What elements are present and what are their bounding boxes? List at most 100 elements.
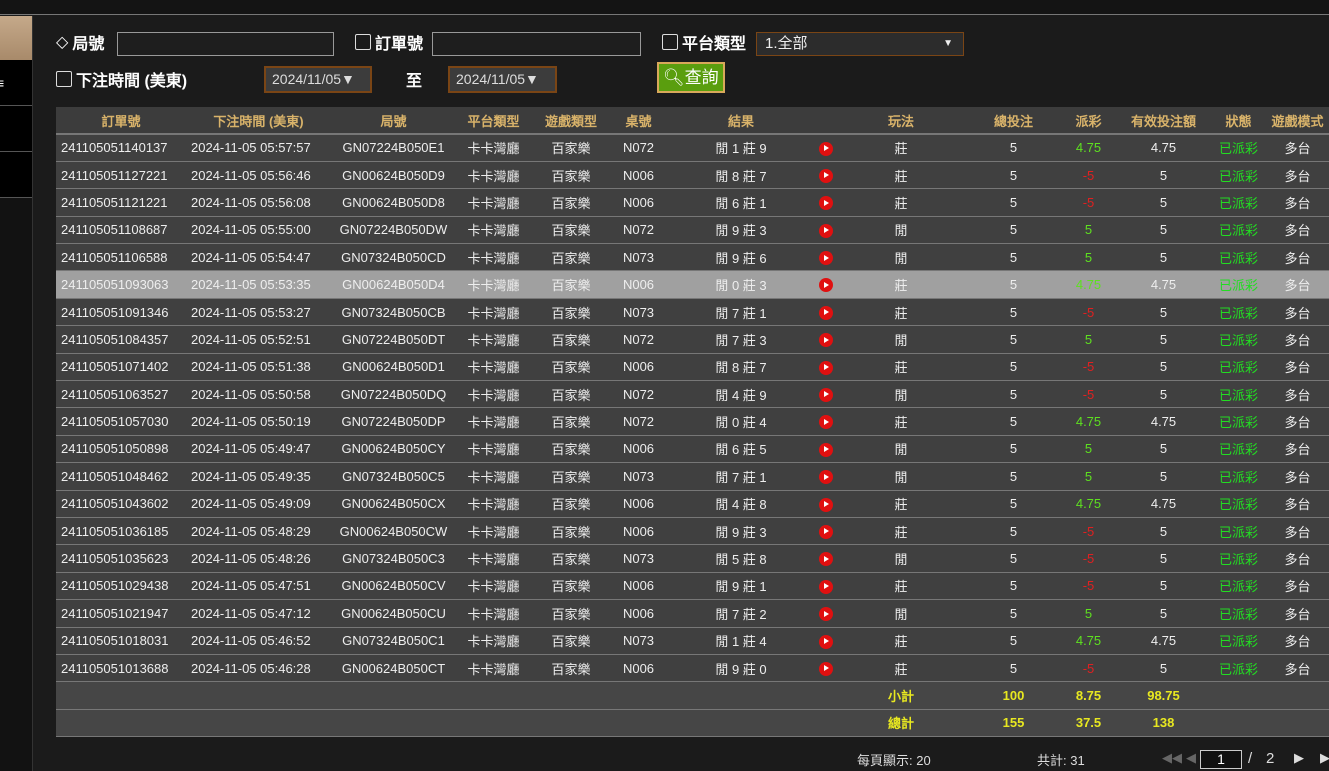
table-row[interactable]: 241105051127221 2024-11-05 05:56:46 GN0062… — [56, 161, 1329, 190]
table-row[interactable]: 241105051093063 2024-11-05 05:53:35 GN0062… — [56, 270, 1329, 299]
replay-cell — [816, 270, 836, 299]
cell-table-no: N006 — [611, 654, 666, 683]
cell-game-mode: 多台 — [1266, 380, 1329, 409]
cell-order-no: 241105051108687 — [56, 216, 186, 245]
play-video-icon[interactable] — [819, 305, 833, 320]
table-row[interactable]: 241105051036185 2024-11-05 05:48:29 GN0062… — [56, 517, 1329, 546]
next-page-icon[interactable]: ▶ — [1294, 750, 1304, 765]
last-page-icon[interactable]: ▶▶ — [1320, 750, 1329, 765]
play-video-icon[interactable] — [819, 141, 833, 156]
game-no-input[interactable] — [117, 32, 334, 56]
replay-cell — [816, 298, 836, 327]
play-video-icon[interactable] — [819, 168, 833, 183]
server-icon — [662, 34, 678, 50]
play-video-icon[interactable] — [819, 196, 833, 211]
cell-play-type: 閒 — [836, 462, 966, 491]
table-row[interactable]: 241105051063527 2024-11-05 05:50:58 GN0722… — [56, 380, 1329, 409]
table-row[interactable]: 241105051035623 2024-11-05 05:48:26 GN0732… — [56, 544, 1329, 573]
cell-table-no: N073 — [611, 298, 666, 327]
play-video-icon[interactable] — [819, 579, 833, 594]
table-row[interactable]: 241105051108687 2024-11-05 05:55:00 GN0722… — [56, 216, 1329, 245]
table-row[interactable]: 241105051043602 2024-11-05 05:49:09 GN0062… — [56, 490, 1329, 518]
cell-table-no: N072 — [611, 380, 666, 409]
cell-game-no: GN07324B050C3 — [331, 544, 456, 573]
sidebar-item-active[interactable] — [0, 16, 32, 60]
cell-valid-bet: 5 — [1116, 243, 1211, 272]
table-row[interactable]: 241105051071402 2024-11-05 05:51:38 GN0062… — [56, 353, 1329, 382]
order-no-input[interactable] — [432, 32, 641, 56]
first-page-icon[interactable]: ◀◀ — [1162, 750, 1182, 765]
cell-status: 已派彩 — [1211, 407, 1266, 436]
play-video-icon[interactable] — [819, 497, 833, 512]
cell-game-mode: 多台 — [1266, 353, 1329, 382]
cell-game-type: 百家樂 — [531, 325, 611, 354]
table-row[interactable]: 241105051029438 2024-11-05 05:47:51 GN0062… — [56, 572, 1329, 601]
bet-records-table: 訂單號 下注時間 (美東) 局號 平台類型 遊戲類型 桌號 結果 玩法 總投注 派彩 有效投注額 狀態… — [56, 107, 1329, 738]
play-video-icon[interactable] — [819, 387, 833, 402]
sidebar-item[interactable] — [0, 152, 32, 198]
table-row[interactable]: 241105051057030 2024-11-05 05:50:19 GN0722… — [56, 407, 1329, 436]
play-video-icon[interactable] — [819, 360, 833, 375]
cell-result: 閒 7 莊 1 — [666, 298, 816, 327]
replay-cell — [816, 380, 836, 409]
query-button[interactable]: 🔍︎查詢 — [657, 62, 725, 93]
play-video-icon[interactable] — [819, 524, 833, 539]
play-video-icon[interactable] — [819, 661, 833, 676]
date-to-picker[interactable]: 2024/11/05▼ — [448, 66, 557, 93]
platform-select[interactable]: 1.全部 ▼ — [756, 32, 964, 56]
cell-valid-bet: 5 — [1116, 380, 1211, 409]
table-row[interactable]: 241105051018031 2024-11-05 05:46:52 GN0732… — [56, 627, 1329, 655]
header-replay — [816, 107, 836, 135]
play-video-icon[interactable] — [819, 607, 833, 622]
cell-game-type: 百家樂 — [531, 270, 611, 299]
cell-result: 閒 4 莊 9 — [666, 380, 816, 409]
play-video-icon[interactable] — [819, 278, 833, 293]
cell-game-type: 百家樂 — [531, 188, 611, 217]
cell-game-mode: 多台 — [1266, 544, 1329, 573]
play-video-icon[interactable] — [819, 442, 833, 457]
page-number-input[interactable]: 1 — [1200, 750, 1242, 769]
sidebar-item[interactable]: ≡ — [0, 60, 32, 106]
cell-total-bet: 5 — [966, 325, 1061, 354]
header-bet-time: 下注時間 (美東) — [186, 107, 331, 135]
cell-game-mode: 多台 — [1266, 161, 1329, 190]
sidebar-item[interactable] — [0, 106, 32, 152]
header-result: 結果 — [666, 107, 816, 135]
play-video-icon[interactable] — [819, 470, 833, 485]
total-cell — [186, 681, 331, 710]
date-from-picker[interactable]: 2024/11/05▼ — [264, 66, 372, 93]
table-row[interactable]: 241105051021947 2024-11-05 05:47:12 GN0062… — [56, 599, 1329, 628]
cell-bet-time: 2024-11-05 05:51:38 — [186, 353, 331, 382]
table-row[interactable]: 241105051084357 2024-11-05 05:52:51 GN0722… — [56, 325, 1329, 354]
play-video-icon[interactable] — [819, 634, 833, 649]
cell-result: 閒 7 莊 2 — [666, 599, 816, 628]
header-game-mode: 遊戲模式 — [1266, 107, 1329, 135]
replay-cell — [816, 627, 836, 655]
play-video-icon[interactable] — [819, 552, 833, 567]
total-cell — [1211, 709, 1266, 738]
play-video-icon[interactable] — [819, 251, 833, 266]
table-row[interactable]: 241105051121221 2024-11-05 05:56:08 GN0062… — [56, 188, 1329, 217]
play-video-icon[interactable] — [819, 223, 833, 238]
play-video-icon[interactable] — [819, 415, 833, 430]
table-row[interactable]: 241105051050898 2024-11-05 05:49:47 GN0062… — [56, 435, 1329, 464]
game-no-label-text: 局號 — [72, 36, 105, 53]
table-row[interactable]: 241105051091346 2024-11-05 05:53:27 GN0732… — [56, 298, 1329, 327]
table-row[interactable]: 241105051140137 2024-11-05 05:57:57 GN0722… — [56, 134, 1329, 162]
cell-game-type: 百家樂 — [531, 462, 611, 491]
cell-game-type: 百家樂 — [531, 627, 611, 655]
cell-game-type: 百家樂 — [531, 298, 611, 327]
replay-cell — [816, 490, 836, 518]
cell-game-mode: 多台 — [1266, 627, 1329, 655]
cell-table-no: N073 — [611, 627, 666, 655]
table-row[interactable]: 241105051013688 2024-11-05 05:46:28 GN0062… — [56, 654, 1329, 683]
play-video-icon[interactable] — [819, 333, 833, 348]
cell-play-type: 莊 — [836, 134, 966, 162]
prev-page-icon[interactable]: ◀ — [1186, 750, 1196, 765]
cell-result: 閒 8 莊 7 — [666, 353, 816, 382]
table-row[interactable]: 241105051048462 2024-11-05 05:49:35 GN0732… — [56, 462, 1329, 491]
table-row[interactable]: 241105051106588 2024-11-05 05:54:47 GN0732… — [56, 243, 1329, 272]
cell-status: 已派彩 — [1211, 325, 1266, 354]
cell-game-mode: 多台 — [1266, 435, 1329, 464]
cell-total-bet: 5 — [966, 380, 1061, 409]
